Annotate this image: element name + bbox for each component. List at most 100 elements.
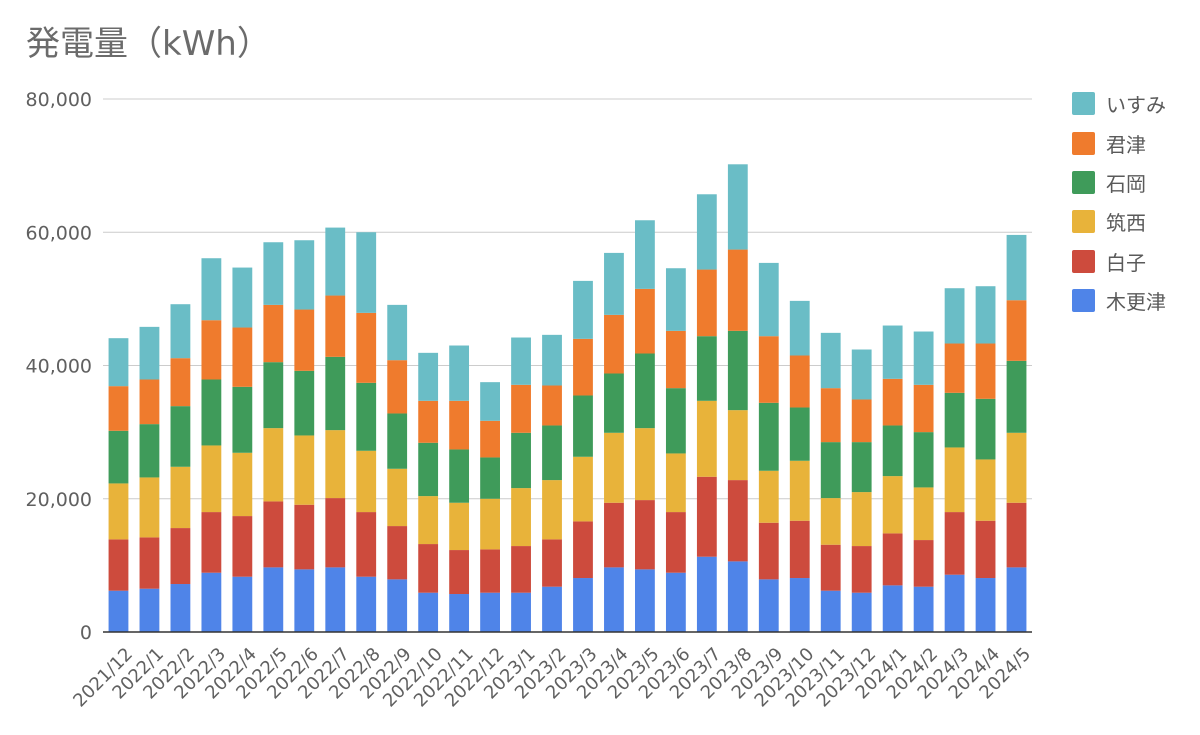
bar-segment <box>139 537 160 589</box>
bar-segment <box>232 386 253 453</box>
legend-swatch <box>1072 170 1095 194</box>
bar-segment <box>727 164 748 250</box>
bar-segment <box>325 295 346 357</box>
bar-segment <box>263 501 284 568</box>
bar-segment <box>325 227 346 296</box>
bar-segment <box>108 590 129 632</box>
gridlines <box>103 98 1032 500</box>
bar-segment <box>449 594 470 632</box>
bar-segment <box>356 312 377 383</box>
bar-segment <box>975 286 996 344</box>
bar-segment <box>696 400 717 477</box>
bar-segment <box>201 572 222 632</box>
bar-segment <box>1006 300 1027 361</box>
bar-segment <box>820 332 841 389</box>
bar-segment <box>573 395 593 457</box>
bar-segment <box>820 590 841 632</box>
bar-segment <box>108 430 129 484</box>
bar-segment <box>108 483 129 540</box>
bar-segment <box>170 304 191 359</box>
bar-segment <box>604 432 624 503</box>
bar-segment <box>604 314 624 374</box>
bar-segment <box>263 362 284 429</box>
bar-segment <box>913 331 934 385</box>
bar-stack <box>758 262 779 632</box>
bar-segment <box>325 498 346 568</box>
bar-segment <box>975 520 996 579</box>
bar-segment <box>696 269 717 337</box>
bar-segment <box>542 480 562 540</box>
bar-segment <box>975 343 996 399</box>
bar-segment <box>294 435 315 505</box>
bar-segment <box>1006 360 1027 433</box>
bar-segment <box>325 356 346 431</box>
bar-stack <box>511 337 531 632</box>
legend-swatch <box>1072 210 1095 234</box>
bar-segment <box>1006 432 1027 503</box>
bar-segment <box>263 242 284 305</box>
bar-segment <box>573 280 593 339</box>
bar-segment <box>449 502 470 551</box>
bar-stack <box>170 304 191 632</box>
legend-swatch <box>1072 92 1095 116</box>
bar-segment <box>789 460 810 521</box>
y-tick-label: 0 <box>80 622 92 644</box>
legend-label: 白子 <box>1106 250 1146 275</box>
bar-segment <box>665 512 686 573</box>
bar-segment <box>356 232 377 313</box>
bar-segment <box>542 334 562 386</box>
bar-stack <box>913 331 934 632</box>
legend-label: 君津 <box>1106 132 1146 157</box>
bar-segment <box>944 343 965 393</box>
bar-segment <box>944 392 965 448</box>
bar-stack <box>542 334 562 632</box>
bar-segment <box>387 526 408 580</box>
bar-segment <box>758 470 779 523</box>
bar-segment <box>170 406 191 467</box>
bar-segment <box>975 398 996 460</box>
bar-segment <box>665 453 686 513</box>
bar-segment <box>418 400 439 443</box>
bar-segment <box>635 500 655 570</box>
bar-segment <box>201 258 222 321</box>
bar-segment <box>294 569 315 632</box>
bar-segment <box>820 388 841 443</box>
bar-segment <box>635 569 655 632</box>
bar-segment <box>604 567 624 632</box>
bar-segment <box>139 588 160 632</box>
bar-stack <box>325 227 346 632</box>
bar-segment <box>913 586 934 632</box>
bar-stack <box>387 304 408 632</box>
bar-segment <box>356 576 377 632</box>
legend-label: いすみ <box>1106 93 1166 118</box>
bar-segment <box>418 352 439 401</box>
bar-segment <box>139 326 160 380</box>
bar-segment <box>913 432 934 488</box>
bar-stack <box>727 164 748 632</box>
bar-segment <box>758 262 779 337</box>
bar-segment <box>418 592 439 632</box>
bar-segment <box>573 338 593 396</box>
bar-segment <box>635 220 655 289</box>
chart-title: 発電量（kWh） <box>26 24 271 64</box>
bar-segment <box>480 498 500 550</box>
bar-segment <box>511 384 531 433</box>
bar-segment <box>820 442 841 499</box>
y-tick-label: 80,000 <box>26 89 92 111</box>
bar-segment <box>944 288 965 344</box>
bar-segment <box>449 449 470 503</box>
bar-stack <box>851 349 872 632</box>
bar-segment <box>665 572 686 632</box>
bar-stack <box>356 232 377 632</box>
bar-stack <box>665 268 686 632</box>
bar-segment <box>511 432 531 489</box>
bar-segment <box>170 584 191 632</box>
bar-segment <box>294 309 315 371</box>
bar-segment <box>882 325 903 379</box>
bar-segment <box>108 539 129 591</box>
bar-segment <box>356 450 377 513</box>
legend-item: 石岡 <box>1072 163 1197 202</box>
bar-segment <box>975 459 996 521</box>
bar-segment <box>665 388 686 454</box>
